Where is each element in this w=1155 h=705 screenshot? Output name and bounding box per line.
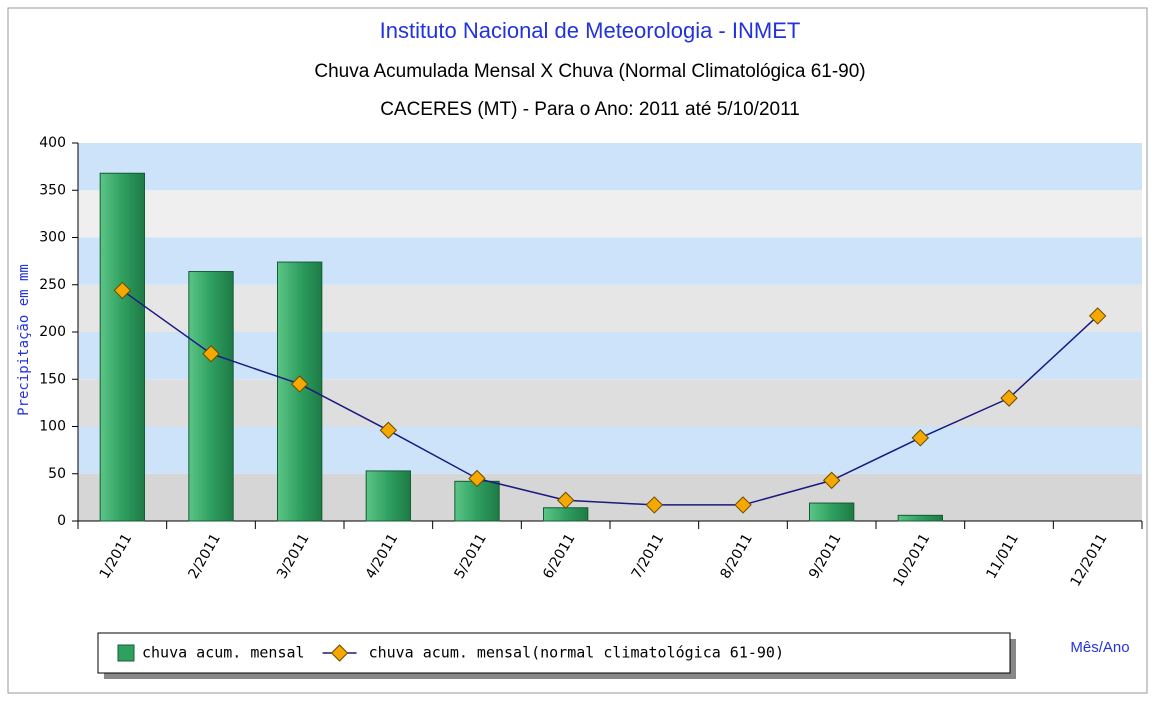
marker: [1000, 389, 1018, 407]
legend-swatch: [330, 644, 349, 662]
y-tick-label: 300: [39, 230, 66, 246]
y-tick-label: 100: [39, 419, 66, 435]
chart-title: Instituto Nacional de Meteorologia - INM…: [380, 18, 801, 43]
x-axis-label: Mês/Ano: [1070, 639, 1129, 656]
plot-stripe: [78, 284, 1142, 332]
y-tick-label: 150: [39, 371, 66, 387]
marker: [734, 496, 752, 514]
bar: [99, 172, 145, 522]
marker: [202, 345, 220, 363]
legend: [97, 632, 1011, 674]
chart-subtitle: CACERES (MT) - Para o Ano: 2011 até 5/10…: [380, 99, 800, 120]
bar: [809, 502, 855, 522]
marker: [556, 491, 575, 509]
marker: [468, 469, 486, 488]
bar: [365, 470, 411, 522]
bar: [188, 271, 234, 522]
legend-label: chuva acum. mensal(normal climatológica …: [369, 644, 784, 662]
plot-stripe: [78, 237, 1142, 285]
y-tick-label: 200: [39, 324, 66, 340]
legend-label: chuva acum. mensal: [142, 644, 305, 662]
y-tick-label: 250: [39, 277, 66, 293]
plot-stripe: [78, 190, 1142, 238]
bar: [543, 507, 589, 522]
marker: [1088, 307, 1107, 325]
y-tick-label: 50: [48, 466, 66, 482]
marker: [911, 429, 930, 447]
marker: [113, 281, 132, 300]
bar: [897, 514, 944, 522]
plot-stripe: [78, 473, 1142, 521]
plot-stripe: [78, 332, 1142, 380]
y-tick-label: 350: [39, 182, 66, 198]
y-tick-label: 400: [39, 135, 66, 151]
chart-subtitle: Chuva Acumulada Mensal X Chuva (Normal C…: [314, 61, 865, 82]
plot-stripe: [78, 143, 1142, 191]
marker: [290, 375, 309, 393]
marker: [822, 471, 841, 490]
plot-stripe: [78, 426, 1142, 474]
y-axis-label: Precipitação em mm: [16, 264, 32, 416]
plot-stripe: [78, 379, 1142, 427]
marker: [379, 421, 398, 439]
marker: [645, 496, 664, 514]
legend-swatch: [117, 644, 135, 662]
y-tick-label: 0: [57, 513, 66, 529]
line: [121, 289, 1099, 506]
bar: [454, 480, 500, 522]
